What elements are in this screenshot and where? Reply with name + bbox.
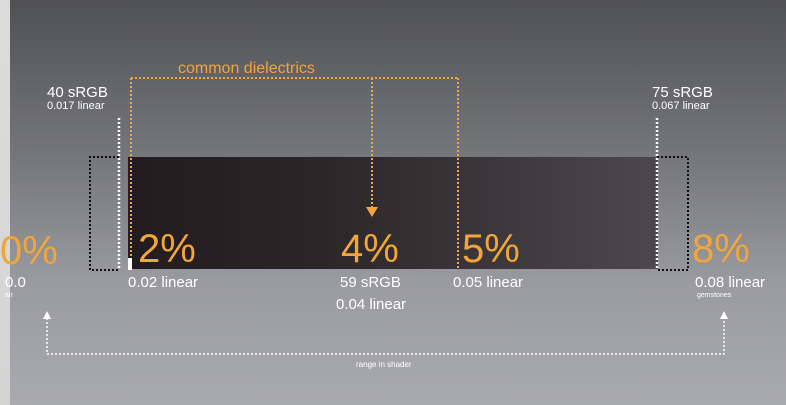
marker-75srgb-linear: 0.067 linear xyxy=(652,100,710,112)
value-5: 0.05 linear xyxy=(453,274,524,291)
left-edge-strip xyxy=(0,0,10,405)
value-2: 0.02 linear xyxy=(128,274,199,291)
value-4-linear: 0.04 linear xyxy=(336,296,407,313)
range-arrow-right xyxy=(720,311,728,319)
marker-75srgb-label: 75 sRGB xyxy=(652,84,713,101)
pct-2: 2% xyxy=(138,227,196,271)
pct-4: 4% xyxy=(341,227,399,271)
marker-40srgb-linear: 0.017 linear xyxy=(47,100,105,112)
reflectance-gradient-bar xyxy=(128,157,658,269)
pct-8: 8% xyxy=(692,227,750,271)
right-black-bracket xyxy=(657,156,689,271)
range-arrow-left xyxy=(43,311,51,319)
value-4-srgb: 59 sRGB xyxy=(340,274,401,291)
value-0-note: air xyxy=(5,292,13,299)
dielectrics-title: common dielectrics xyxy=(178,60,315,77)
tick-2pct xyxy=(128,258,132,270)
range-bracket xyxy=(46,318,725,355)
pct-0: 0% xyxy=(0,229,58,273)
value-8-note: gemstones xyxy=(697,292,732,299)
range-label: range in shader xyxy=(356,360,412,369)
value-0: 0.0 xyxy=(5,274,26,291)
pct-5: 5% xyxy=(462,227,520,271)
value-8: 0.08 linear xyxy=(695,274,766,291)
marker-40srgb-label: 40 sRGB xyxy=(47,84,108,101)
dielectrics-arrow-head xyxy=(366,207,378,217)
left-black-bracket xyxy=(89,156,119,271)
